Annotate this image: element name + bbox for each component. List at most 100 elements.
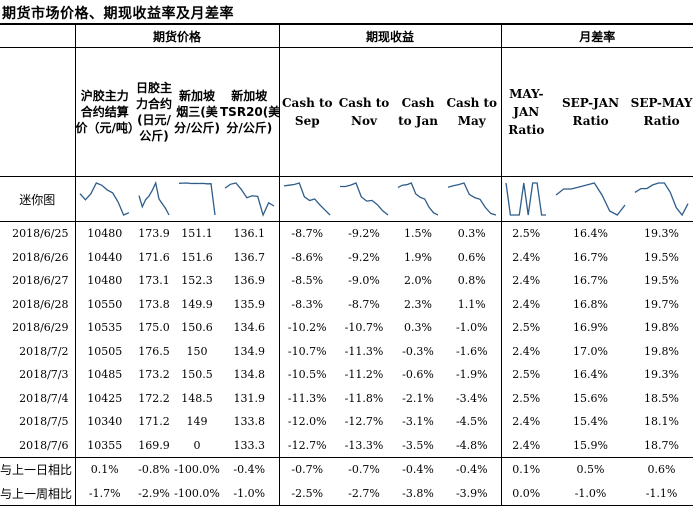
sparkline-cell (134, 176, 174, 222)
value-cell: 10480 (74, 221, 134, 246)
value-cell: 0.1% (500, 457, 552, 482)
value-cell: 19.7% (644, 297, 679, 311)
value-cell: 19.5% (644, 250, 679, 264)
sparkline (284, 182, 331, 216)
group-spot: 期现收益 (278, 23, 502, 48)
value-cell: 171.6 (138, 250, 170, 264)
table-row: 2018/6/27 10480 173.1 152.3 136.9 -8.5% -9.0% 2… (0, 269, 693, 293)
sparkline (397, 182, 439, 216)
value-cell: 10440 (74, 245, 134, 269)
date-cell: 2018/6/28 (12, 297, 69, 311)
date-cell: 2018/7/6 (19, 438, 69, 452)
value-cell: 2.4% (500, 269, 552, 293)
value-cell: -12.7% (278, 433, 336, 458)
value-cell: 16.4% (573, 227, 608, 241)
value-cell: 169.9 (138, 438, 170, 452)
col-header: Cash to Sep (278, 47, 336, 177)
value-cell: 134.9 (233, 344, 266, 358)
date-cell: 2018/6/27 (12, 274, 69, 288)
value-cell: -10.5% (278, 363, 336, 387)
sparkline-cell (443, 176, 502, 222)
value-cell: 175.0 (138, 321, 170, 335)
value-cell: 2.5% (500, 386, 552, 410)
value-cell: 19.8% (644, 321, 679, 335)
value-cell: 148.5 (181, 391, 213, 405)
corner-cell (0, 23, 75, 48)
market-table: 期货价格 期现收益 月差率 沪胶主力合约结算价（元/吨） 日胶主力合约(日元/公… (0, 23, 694, 506)
value-cell: 19.3% (644, 227, 679, 241)
value-cell: -0.4% (393, 457, 444, 482)
sparkline (178, 182, 216, 216)
value-cell: 2.4% (500, 410, 552, 434)
value-cell: 150 (186, 344, 208, 358)
table-row: 2018/7/5 10340 171.2 149 133.8 -12.0% -12.7% -3… (0, 410, 693, 434)
sparkline (555, 182, 626, 216)
sparkline-path (555, 182, 626, 216)
value-cell: -1.9% (455, 368, 488, 382)
value-cell: -11.3% (278, 386, 336, 410)
value-cell: 149.9 (181, 297, 213, 311)
value-cell: -11.8% (344, 391, 384, 405)
value-cell: 173.8 (138, 297, 170, 311)
value-cell: 173.2 (138, 368, 170, 382)
value-cell: 10550 (74, 292, 134, 316)
value-cell: 18.1% (644, 415, 679, 429)
value-cell: 176.5 (138, 344, 170, 358)
value-cell: 135.9 (233, 297, 266, 311)
col-header: 日胶主力合约(日元/公斤) (135, 81, 172, 143)
value-cell: 0.1% (74, 457, 134, 482)
value-cell: -10.7% (344, 321, 384, 335)
date-header (0, 48, 75, 177)
value-cell: -9.2% (348, 227, 380, 241)
sparkline-path (505, 182, 547, 216)
table-row: 2018/7/3 10485 173.2 150.5 134.8 -10.5% -11.2%… (0, 363, 693, 387)
value-cell: -9.2% (348, 250, 380, 264)
value-cell: 152.3 (181, 274, 213, 288)
value-cell: 149 (186, 415, 208, 429)
value-cell: 134.8 (233, 368, 266, 382)
sparkline-cell (74, 176, 134, 222)
value-cell: 19.3% (644, 368, 679, 382)
group-spread: 月差率 (500, 23, 694, 48)
value-cell: 2.5% (500, 363, 552, 387)
sparkline-label: 迷你图 (0, 176, 75, 222)
value-cell: -8.6% (278, 245, 336, 269)
value-cell: 2.5% (500, 221, 552, 246)
value-cell: 10425 (74, 386, 134, 410)
value-cell: 2.4% (500, 339, 552, 363)
value-cell: -9.0% (348, 274, 380, 288)
value-cell: -11.2% (344, 368, 384, 382)
sparkline-path (284, 182, 331, 216)
col-header: 新加坡TSR20(美分/公斤) (220, 89, 280, 135)
value-cell: 19.5% (644, 274, 679, 288)
col-header: SEP-JAN Ratio (561, 96, 620, 128)
date-cell: 2018/7/5 (19, 415, 69, 429)
col-header: SEP-MAY Ratio (630, 96, 693, 128)
value-cell: -0.3% (402, 344, 434, 358)
value-cell: -10.2% (278, 316, 336, 340)
value-cell: -8.7% (278, 221, 336, 246)
value-cell: 134.6 (233, 321, 266, 335)
comparison-label: 与上一日相比 (0, 457, 75, 482)
sparkline-cell (500, 176, 552, 222)
value-cell: -3.5% (402, 438, 434, 452)
value-cell: -0.4% (443, 457, 502, 482)
value-cell: -8.7% (348, 297, 380, 311)
sparkline (447, 182, 496, 216)
value-cell: 2.4% (500, 245, 552, 269)
value-cell: -0.6% (402, 368, 434, 382)
value-cell: -0.7% (335, 457, 394, 482)
value-cell: 10505 (74, 339, 134, 363)
page-title: 期货市场价格、期现收益率及月差率 (2, 6, 234, 22)
value-cell: 150.5 (181, 368, 213, 382)
col-header: Cash to Nov (338, 96, 390, 128)
value-cell: 133.8 (233, 415, 266, 429)
value-cell: 0.3% (404, 321, 432, 335)
value-cell: -4.5% (455, 415, 488, 429)
value-cell: 10340 (74, 410, 134, 434)
value-cell: 16.9% (573, 321, 608, 335)
table-row: 2018/6/29 10535 175.0 150.6 134.6 -10.2% -10.7… (0, 316, 693, 340)
sparkline-path (397, 182, 439, 216)
date-cell: 2018/6/29 (12, 321, 69, 335)
value-cell: -0.8% (134, 457, 174, 482)
